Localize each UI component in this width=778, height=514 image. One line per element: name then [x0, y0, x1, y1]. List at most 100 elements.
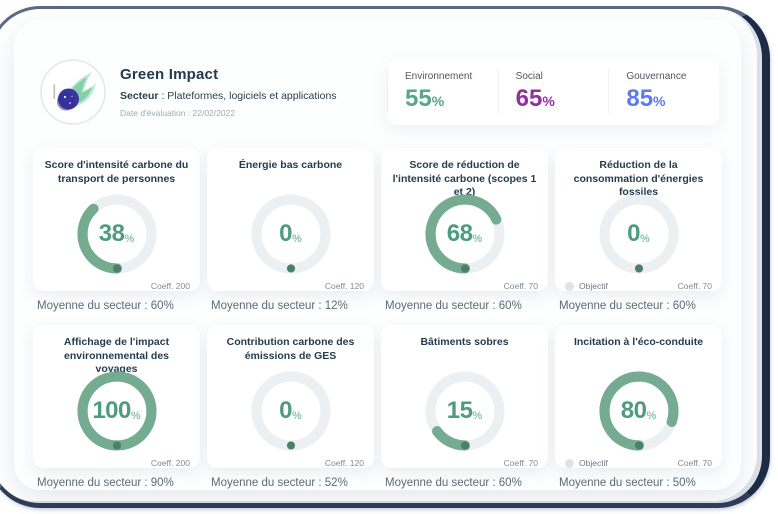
score-social: Social 65%	[497, 69, 609, 113]
gauge-chart: 68%	[418, 187, 512, 281]
metric-title: Score de réduction de l'intensité carbon…	[392, 159, 537, 199]
metric-card: Bâtiments sobres 15% Objectif Coeff. 70	[381, 325, 548, 468]
gauge-value: 100%	[92, 397, 141, 424]
score-label: Social	[515, 71, 543, 82]
gauge-wrap: 0%	[565, 187, 712, 281]
objectif-label: Objectif	[579, 458, 608, 468]
metric-card: Réduction de la consommation d'énergies …	[555, 148, 722, 291]
metric-card: Affichage de l'impact environnemental de…	[33, 325, 200, 468]
metric-card: Contribution carbone des émissions de GE…	[207, 325, 374, 468]
pillar-scores-panel: Environnement 55% Social 65% Gouvernance…	[387, 59, 719, 125]
metric-cell: Score d'intensité carbone du transport d…	[33, 148, 200, 312]
objectif-dot-icon	[565, 281, 574, 291]
gauge-value: 0%	[279, 397, 302, 424]
metric-card: Score de réduction de l'intensité carbon…	[381, 148, 548, 291]
gauge-wrap: 38%	[43, 187, 190, 281]
score-gouvernance: Gouvernance 85%	[608, 69, 719, 113]
metric-title: Affichage de l'impact environnemental de…	[63, 336, 170, 376]
metric-cell: Réduction de la consommation d'énergies …	[555, 148, 722, 312]
coefficient: Coeff. 200	[150, 458, 190, 468]
score-value: 85%	[626, 85, 666, 112]
gauge-value: 15%	[446, 397, 483, 424]
metric-cell: Bâtiments sobres 15% Objectif Coeff. 70 …	[381, 325, 548, 489]
metric-card: Incitation à l'éco-conduite 80% Objectif…	[555, 325, 722, 468]
metric-title: Score d'intensité carbone du transport d…	[44, 159, 189, 185]
card-footer: Objectif Coeff. 70	[391, 458, 538, 468]
green-impact-dashboard: Green Impact Secteur : Plateformes, logi…	[14, 20, 741, 490]
sector-average: Moyenne du secteur : 60%	[37, 300, 174, 312]
company-info: Green Impact Secteur : Plateformes, logi…	[120, 66, 387, 118]
metric-title: Bâtiments sobres	[420, 336, 509, 348]
gauge-ring-icon	[598, 194, 679, 274]
metric-title: Réduction de la consommation d'énergies …	[573, 159, 704, 199]
company-logo	[40, 59, 106, 125]
metric-cell: Énergie bas carbone 0% Objectif Coeff. 1…	[207, 148, 374, 312]
sector-average: Moyenne du secteur : 50%	[559, 477, 696, 489]
coefficient: Coeff. 70	[503, 458, 538, 468]
gauge-value: 68%	[446, 220, 483, 247]
objectif-legend: Objectif	[565, 281, 608, 291]
objectif-dot-icon	[565, 458, 574, 468]
gauge-value: 80%	[620, 397, 657, 424]
gauge-ring-icon	[250, 194, 331, 274]
gauge-ring-icon	[598, 371, 679, 451]
metrics-grid: Score d'intensité carbone du transport d…	[33, 148, 722, 489]
gauge-ring-icon	[424, 371, 505, 451]
score-label: Environnement	[405, 71, 473, 82]
gauge-ring-icon	[76, 371, 157, 451]
metric-card: Score d'intensité carbone du transport d…	[33, 148, 200, 291]
card-footer: Objectif Coeff. 200	[43, 458, 190, 468]
gauge-wrap: 0%	[217, 187, 364, 281]
gauge-chart: 80%	[592, 364, 686, 458]
gauge-chart: 0%	[592, 187, 686, 281]
gauge-value: 0%	[627, 220, 650, 247]
metric-cell: Affichage de l'impact environnemental de…	[33, 325, 200, 489]
sector-line: Secteur : Plateformes, logiciels et appl…	[120, 90, 387, 102]
metric-title: Énergie bas carbone	[238, 159, 343, 171]
gauge-wrap: 80%	[565, 364, 712, 458]
gauge-wrap: 0%	[217, 364, 364, 458]
dashboard-header: Green Impact Secteur : Plateformes, logi…	[40, 46, 719, 138]
coefficient: Coeff. 70	[677, 281, 712, 291]
score-label: Gouvernance	[626, 71, 687, 82]
comet-logo-icon	[40, 59, 106, 125]
gauge-wrap: 15%	[391, 364, 538, 458]
gauge-value: 0%	[279, 220, 302, 247]
page-title: Green Impact	[120, 66, 219, 83]
card-footer: Objectif Coeff. 200	[43, 281, 190, 291]
objectif-label: Objectif	[579, 281, 608, 291]
evaluation-date: Date d'évaluation : 22/02/2022	[120, 108, 236, 118]
gauge-ring-icon	[250, 371, 331, 451]
sector-average: Moyenne du secteur : 60%	[385, 300, 522, 312]
gauge-wrap: 68%	[391, 187, 538, 281]
coefficient: Coeff. 200	[150, 281, 190, 291]
gauge-chart: 15%	[418, 364, 512, 458]
gauge-chart: 0%	[244, 364, 338, 458]
card-footer: Objectif Coeff. 120	[217, 458, 364, 468]
metric-title: Contribution carbone des émissions de GE…	[226, 336, 355, 362]
gauge-ring-icon	[76, 194, 157, 274]
gauge-chart: 100%	[70, 364, 164, 458]
score-environnement: Environnement 55%	[387, 69, 498, 113]
card-footer: Objectif Coeff. 70	[565, 458, 712, 468]
sector-average: Moyenne du secteur : 12%	[211, 300, 348, 312]
gauge-value: 38%	[98, 220, 135, 247]
objectif-legend: Objectif	[565, 458, 608, 468]
coefficient: Coeff. 120	[324, 458, 364, 468]
score-value: 55%	[405, 85, 445, 112]
sector-value: : Plateformes, logiciels et applications	[158, 90, 337, 102]
gauge-chart: 38%	[70, 187, 164, 281]
sector-average: Moyenne du secteur : 60%	[385, 477, 522, 489]
coefficient: Coeff. 70	[503, 281, 538, 291]
metric-cell: Contribution carbone des émissions de GE…	[207, 325, 374, 489]
gauge-ring-icon	[424, 194, 505, 274]
gauge-chart: 0%	[244, 187, 338, 281]
metric-card: Énergie bas carbone 0% Objectif Coeff. 1…	[207, 148, 374, 291]
coefficient: Coeff. 120	[324, 281, 364, 291]
card-footer: Objectif Coeff. 120	[217, 281, 364, 291]
card-footer: Objectif Coeff. 70	[391, 281, 538, 291]
gauge-wrap: 100%	[43, 364, 190, 458]
metric-cell: Incitation à l'éco-conduite 80% Objectif…	[555, 325, 722, 489]
sector-label: Secteur	[120, 90, 159, 102]
